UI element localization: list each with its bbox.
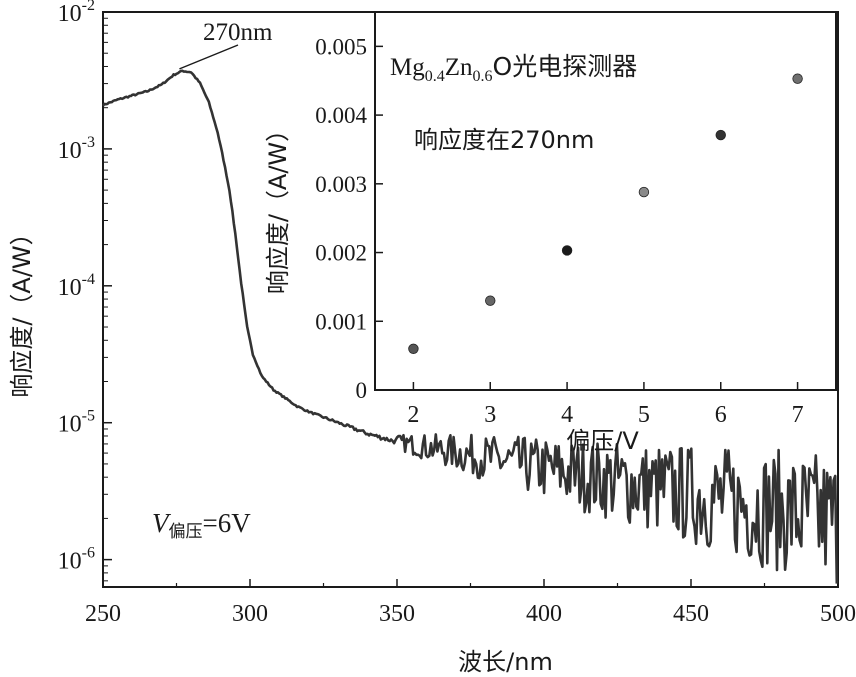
inset-title: Mg0.4Zn0.6O光电探测器 xyxy=(390,52,637,85)
y-tick-base: 10 xyxy=(58,138,82,164)
y-tick-exponent: -6 xyxy=(82,545,95,562)
inset-x-tick-label: 5 xyxy=(638,402,650,428)
inset-title-mg-sub: 0.4 xyxy=(425,68,445,85)
y-tick-label: 10-2 xyxy=(58,0,95,27)
inset-data-point xyxy=(638,186,650,198)
inset-y-tick-label: 0.004 xyxy=(315,103,367,128)
inset-title-tail: O光电探测器 xyxy=(493,52,638,81)
y-tick-exponent: -2 xyxy=(82,0,95,14)
inset-data-point xyxy=(792,73,803,84)
peak-annotation: 270nm xyxy=(203,19,273,46)
inset-title-zn-sub: 0.6 xyxy=(473,68,493,85)
main-chart: 250 300 350 400 450 50010-210-310-410-510-6波长… xyxy=(8,0,856,676)
y-tick-base: 10 xyxy=(58,275,82,301)
inset-subtitle: 响应度在270nm xyxy=(414,126,594,154)
y-tick-label: 10-3 xyxy=(58,134,95,164)
bias-value: =6V xyxy=(203,508,252,538)
peak-leader-line xyxy=(179,44,239,70)
x-axis-label: 波长/nm xyxy=(458,648,553,676)
inset-data-point xyxy=(485,295,496,306)
inset-y-tick-label: 0.005 xyxy=(315,34,367,59)
inset-x-tick-label: 2 xyxy=(407,402,419,428)
x-tick-label: 400 xyxy=(526,601,562,627)
inset-title-zn: Zn xyxy=(445,54,473,81)
inset-data-point xyxy=(715,129,726,141)
bias-symbol: V xyxy=(152,508,172,538)
y-tick-label: 10-6 xyxy=(58,545,95,575)
y-tick-exponent: -4 xyxy=(82,271,95,288)
y-tick-label: 10-5 xyxy=(58,408,95,438)
inset-x-tick-label: 7 xyxy=(792,402,804,428)
x-tick-label: 300 xyxy=(232,601,268,627)
bias-subscript: 偏压 xyxy=(169,522,203,542)
inset-y-tick-label: 0 xyxy=(356,378,368,403)
inset-chart: 2 3 4 5 6 7 0 0.001 0.002 0.003 0.004 0.005 偏压/V 响应度/… xyxy=(264,11,837,455)
inset-data-point xyxy=(561,245,573,256)
x-tick-label: 350 xyxy=(379,601,415,627)
inset-frame xyxy=(374,11,837,391)
inset-data-point xyxy=(408,343,419,354)
y-tick-label: 10-4 xyxy=(58,271,95,301)
inset-title-mg: Mg xyxy=(390,54,425,81)
inset-y-tick-label: 0.003 xyxy=(315,172,367,197)
x-tick-label: 500 xyxy=(820,601,856,627)
inset-x-tick-label: 4 xyxy=(561,402,573,428)
y-tick-base: 10 xyxy=(58,1,82,27)
y-tick-base: 10 xyxy=(58,549,82,575)
x-tick-label: 250 xyxy=(85,601,121,627)
y-axis-label: 响应度/（A/W） xyxy=(8,221,36,397)
inset-y-axis-label: 响应度/（A/W） xyxy=(264,118,292,294)
y-tick-base: 10 xyxy=(58,412,82,438)
inset-x-tick-label: 6 xyxy=(715,402,727,428)
bias-annotation: V偏压=6V xyxy=(152,508,251,542)
inset-x-tick-label: 3 xyxy=(484,402,496,428)
x-tick-label: 450 xyxy=(673,601,709,627)
inset-y-tick-label: 0.002 xyxy=(315,241,367,266)
response-spectrum-line xyxy=(101,69,839,584)
inset-y-tick-label: 0.001 xyxy=(315,309,367,334)
y-tick-exponent: -5 xyxy=(82,408,95,425)
inset-x-axis-label: 偏压/V xyxy=(566,427,639,455)
y-tick-exponent: -3 xyxy=(82,134,95,151)
